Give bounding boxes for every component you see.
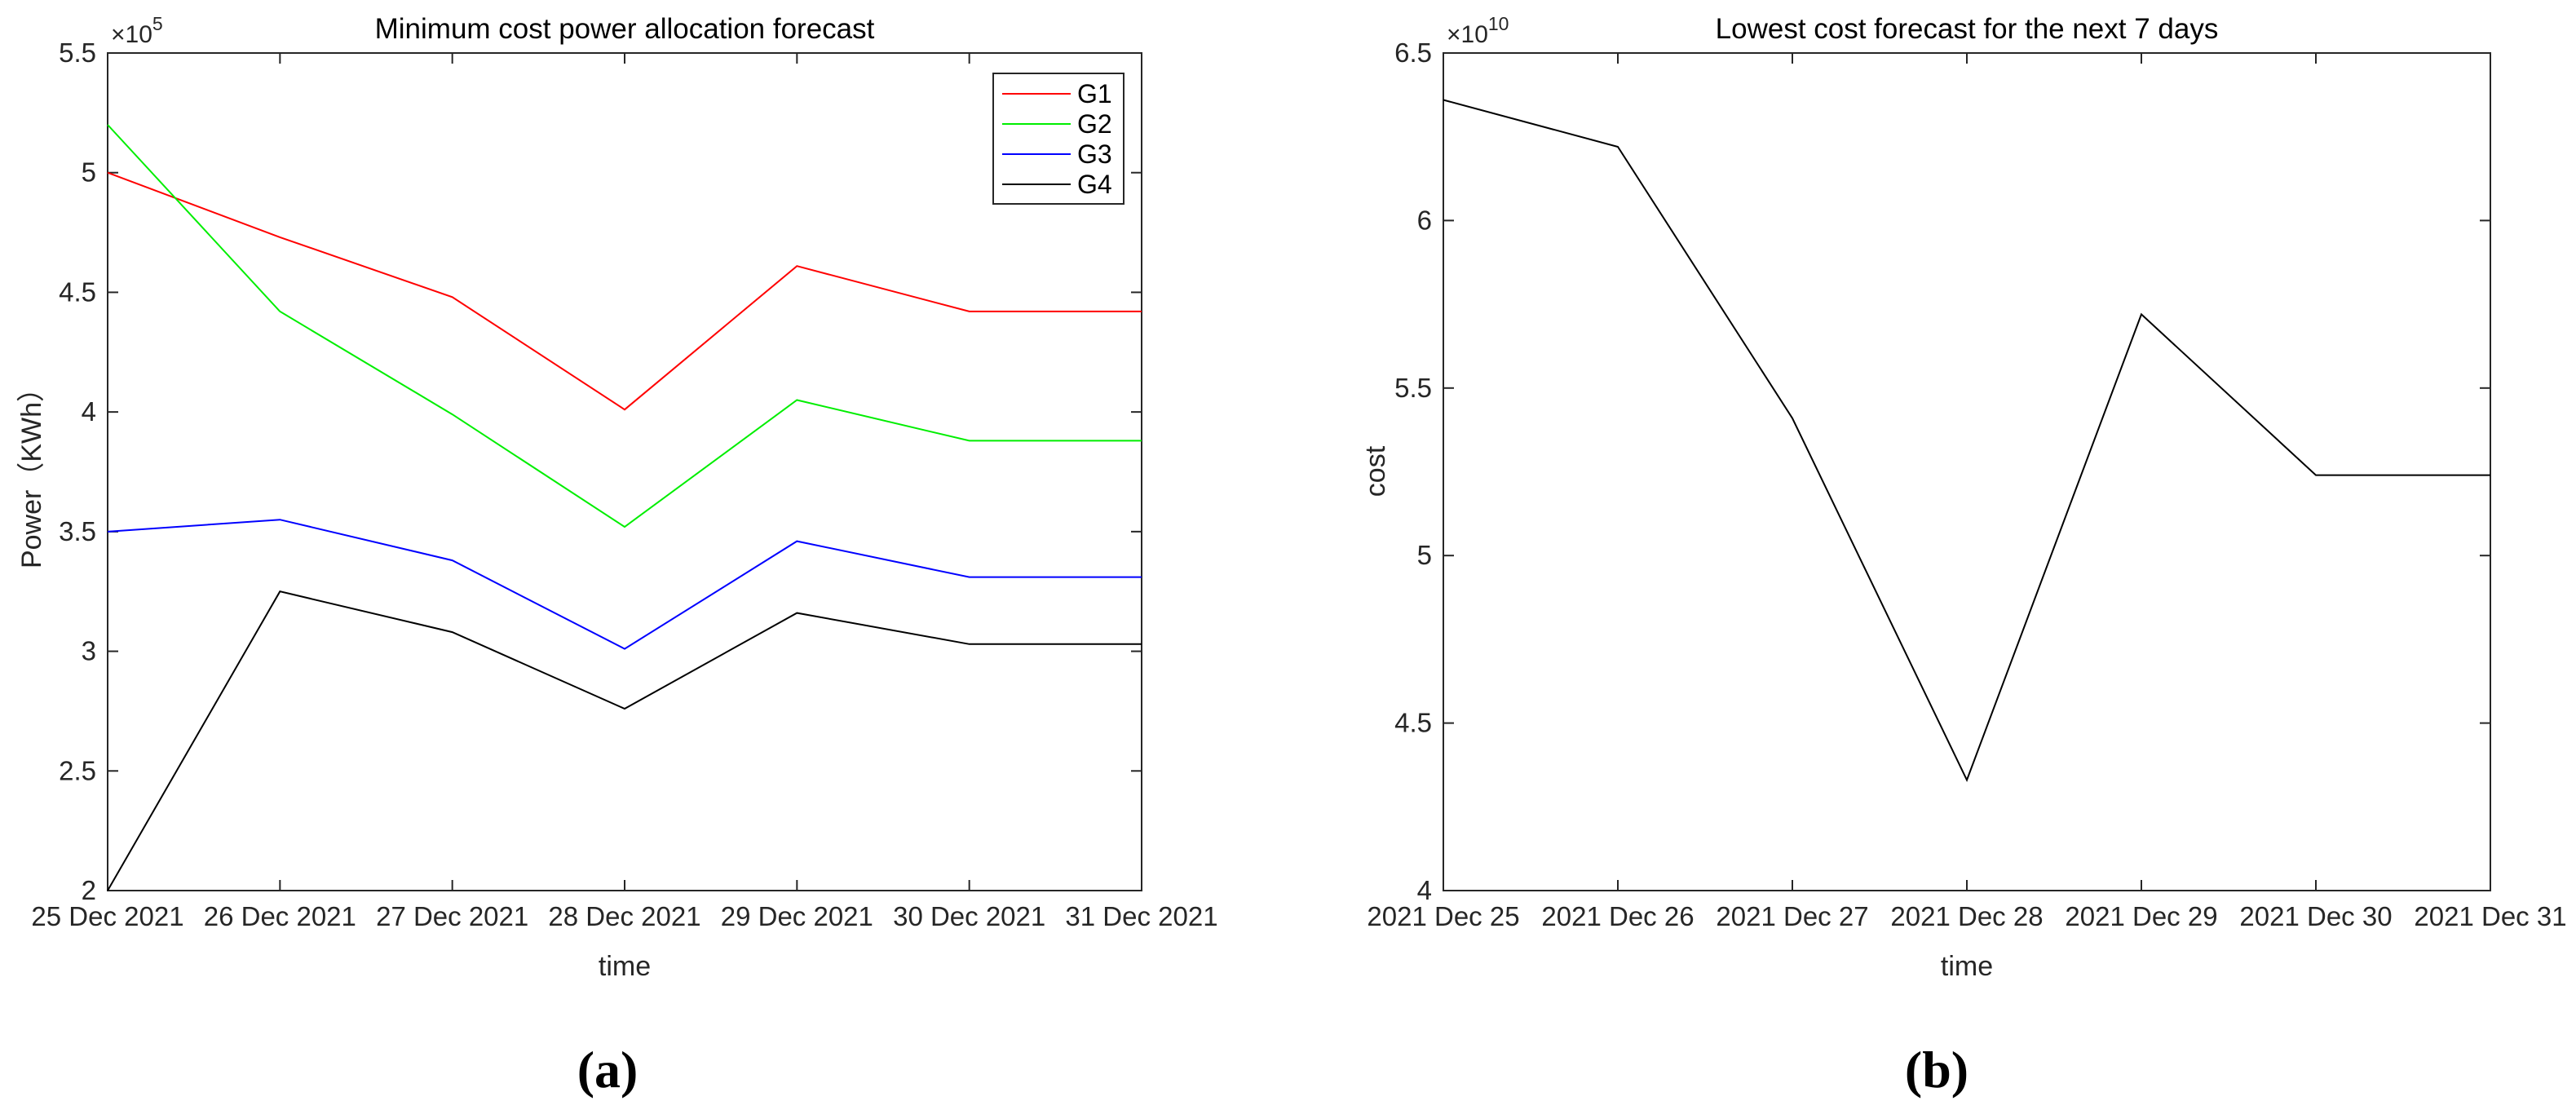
chart-a: Minimum cost power allocation forecast ×… <box>16 13 1218 982</box>
x-tick-label: 29 Dec 2021 <box>721 901 873 931</box>
chart-b-y-multiplier: ×1010 <box>1447 13 1509 48</box>
y-tick-label: 4.5 <box>1394 708 1432 738</box>
y-tick-label: 6.5 <box>1394 38 1432 68</box>
y-tick-label: 6 <box>1417 205 1432 235</box>
y-tick-label: 5 <box>1417 540 1432 570</box>
y-tick-label: 4.5 <box>59 276 96 307</box>
x-tick-label: 2021 Dec 29 <box>2065 901 2217 931</box>
y-tick-label: 3.5 <box>59 516 96 546</box>
series-line-cost <box>1443 99 2490 782</box>
legend-box <box>992 73 1125 205</box>
series-line-G4 <box>107 590 1142 891</box>
chart-a-y-axis-label: Power（KWh） <box>16 374 47 568</box>
y-tick-label: 2.5 <box>59 755 96 785</box>
y-tick-label: 5.5 <box>59 38 96 68</box>
chart-b-plot-area: 4 4.5 5 5.5 6 6.5 2021 Dec 25 2021 Dec 26 2021 D… <box>1367 38 2566 931</box>
x-tick-label: 27 Dec 2021 <box>376 901 528 931</box>
x-tick-label: 25 Dec 2021 <box>31 901 183 931</box>
y-tick-label: 4 <box>1417 875 1432 905</box>
chart-b-x-axis-label: time <box>1941 951 1993 982</box>
x-tick-label: 28 Dec 2021 <box>548 901 700 931</box>
x-tick-label: 2021 Dec 27 <box>1716 901 1868 931</box>
axes-box <box>1443 52 2491 891</box>
x-tick-label: 2021 Dec 25 <box>1367 901 1519 931</box>
caption-b: (b) <box>1905 1041 1968 1099</box>
y-tick-label: 4 <box>82 396 96 427</box>
chart-b-title: Lowest cost forecast for the next 7 days <box>1716 13 2219 45</box>
chart-a-x-axis-label: time <box>599 951 651 982</box>
x-tick-label: 31 Dec 2021 <box>1065 901 1217 931</box>
chart-b-y-axis-label: cost <box>1360 445 1391 497</box>
series-line-G3 <box>107 519 1142 650</box>
axes-box <box>107 52 1142 891</box>
y-tick-label: 5.5 <box>1394 373 1432 403</box>
legend-label-G3: G3 <box>1077 139 1112 169</box>
legend-label-G4: G4 <box>1077 170 1112 199</box>
chart-a-y-multiplier: ×105 <box>111 13 163 48</box>
x-tick-label: 26 Dec 2021 <box>204 901 356 931</box>
legend-label-G1: G1 <box>1077 79 1112 108</box>
x-tick-label: 30 Dec 2021 <box>893 901 1045 931</box>
x-tick-label: 2021 Dec 26 <box>1541 901 1694 931</box>
y-tick-label: 3 <box>82 636 96 666</box>
series-line-G1 <box>107 171 1142 411</box>
x-tick-label: 2021 Dec 31 <box>2414 901 2566 931</box>
chart-b: Lowest cost forecast for the next 7 days… <box>1360 13 2567 982</box>
caption-a: (a) <box>577 1041 638 1099</box>
chart-a-plot-area: 2 2.5 3 3.5 4 4.5 5 5.5 25 Dec 2021 26 Dec 2021 27… <box>31 38 1217 931</box>
legend-label-G2: G2 <box>1077 109 1112 139</box>
series-line-G2 <box>107 124 1142 528</box>
chart-a-title: Minimum cost power allocation forecast <box>375 13 875 45</box>
y-tick-label: 2 <box>82 875 96 905</box>
x-tick-label: 2021 Dec 30 <box>2239 901 2392 931</box>
x-tick-label: 2021 Dec 28 <box>1890 901 2043 931</box>
y-tick-label: 5 <box>82 157 96 188</box>
